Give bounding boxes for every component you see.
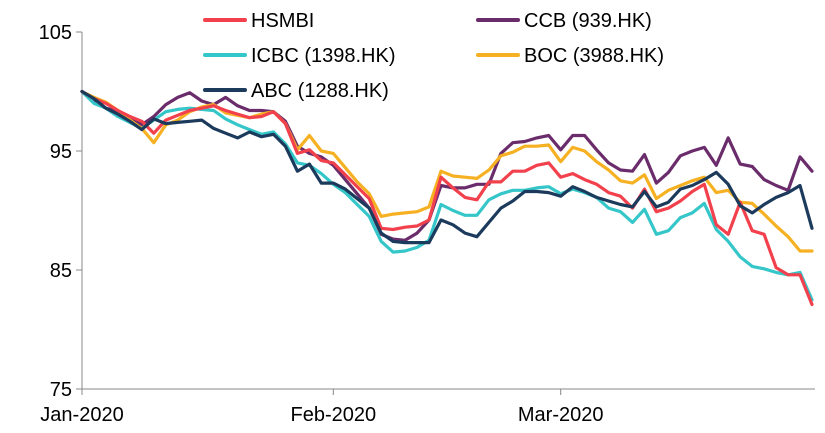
legend-label-icbc: ICBC (1398.HK) — [251, 45, 396, 67]
legend-label-abc: ABC (1288.HK) — [251, 80, 389, 102]
axes — [81, 32, 815, 390]
series-lines — [80, 89, 814, 307]
y-tick-label: 95 — [50, 141, 72, 163]
x-tick-label: Feb-2020 — [290, 404, 376, 426]
legend: HSMBI CCB (939.HK) ICBC (1398.HK) BOC (3988… — [203, 10, 664, 102]
series-line-boc — [80, 89, 814, 253]
legend-label-boc: BOC (3988.HK) — [524, 45, 664, 67]
x-ticks: Jan-2020 Feb-2020 Mar-2020 — [40, 389, 603, 426]
legend-label-hsmbi: HSMBI — [251, 10, 314, 32]
y-ticks: 75 85 95 105 — [39, 22, 82, 401]
y-tick-label: 105 — [39, 22, 72, 44]
series-line-abc — [80, 89, 814, 245]
y-tick-label: 75 — [50, 379, 72, 401]
series-line-hsmbi — [80, 89, 814, 307]
series-line-icbc — [80, 89, 814, 302]
series-line-ccb — [80, 89, 814, 242]
x-tick-label: Mar-2020 — [518, 404, 604, 426]
legend-label-ccb: CCB (939.HK) — [524, 10, 652, 32]
y-tick-label: 85 — [50, 260, 72, 282]
x-tick-label: Jan-2020 — [40, 404, 123, 426]
